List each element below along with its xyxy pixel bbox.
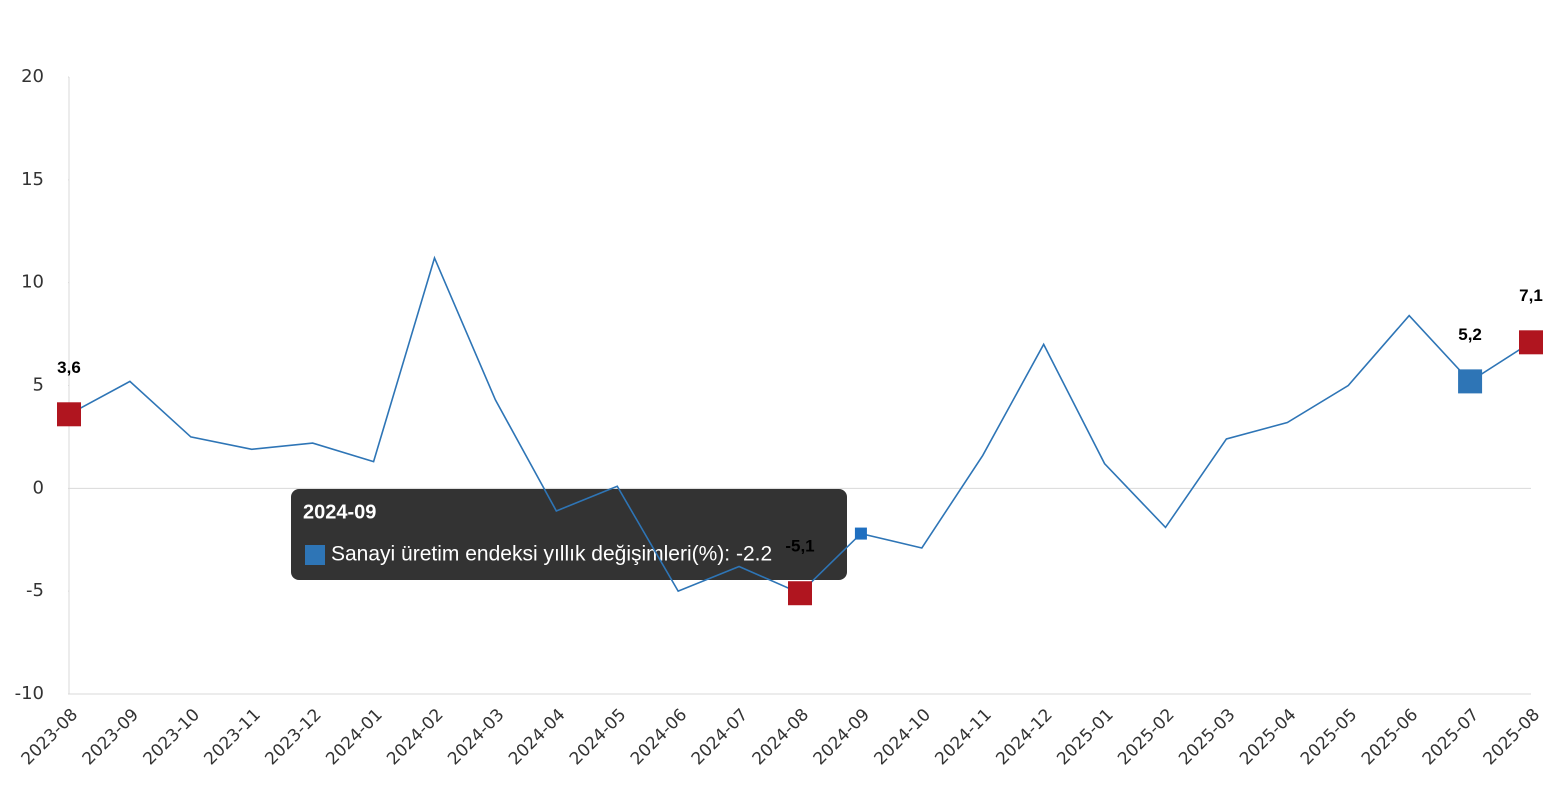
x-tick-label: 2023-10 — [140, 705, 204, 769]
tooltip-text: Sanayi üretim endeksi yıllık değişimleri… — [331, 543, 772, 566]
x-tick-label: 2025-03 — [1175, 705, 1239, 769]
x-tick-label: 2024-11 — [931, 705, 995, 769]
x-tick-label: 2024-09 — [810, 705, 874, 769]
x-tick-label: 2023-12 — [261, 705, 325, 769]
data-label: 3,6 — [57, 358, 81, 377]
x-tick-label: 2023-11 — [200, 705, 264, 769]
x-tick-label: 2024-06 — [627, 705, 691, 769]
highlight-marker — [1458, 369, 1483, 394]
highlight-marker — [57, 402, 81, 427]
tooltip-box — [291, 489, 847, 580]
y-tick-label: 15 — [21, 169, 44, 190]
tooltip-swatch — [305, 545, 325, 565]
x-tick-label: 2023-08 — [18, 705, 82, 769]
y-tick-label: 5 — [33, 375, 44, 396]
y-tick-label: 20 — [21, 66, 44, 87]
data-label: 7,1 — [1519, 286, 1543, 305]
x-tick-label: 2025-04 — [1236, 705, 1300, 769]
x-tick-label: 2025-06 — [1358, 705, 1422, 769]
x-tick-label: 2024-12 — [992, 705, 1056, 769]
x-tick-label: 2024-10 — [871, 705, 935, 769]
x-tick-label: 2025-01 — [1053, 705, 1117, 769]
data-label: -5,1 — [785, 537, 814, 556]
highlight-marker — [788, 581, 812, 606]
x-tick-label: 2024-03 — [444, 705, 508, 769]
y-tick-label: -10 — [15, 683, 44, 704]
y-tick-label: 10 — [21, 272, 44, 293]
y-tick-label: -5 — [26, 580, 44, 601]
y-tick-label: 0 — [33, 477, 44, 498]
x-tick-label: 2024-04 — [505, 705, 569, 769]
x-tick-label: 2024-01 — [322, 705, 386, 769]
tooltip-title: 2024-09 — [303, 501, 376, 523]
highlight-marker — [1519, 330, 1543, 355]
x-tick-label: 2025-02 — [1114, 705, 1178, 769]
x-tick-label: 2023-09 — [79, 705, 143, 769]
x-tick-label: 2024-08 — [749, 705, 813, 769]
x-tick-label: 2025-05 — [1297, 705, 1361, 769]
hover-marker — [854, 527, 867, 540]
x-tick-label: 2025-08 — [1480, 705, 1544, 769]
data-label: 5,2 — [1458, 325, 1482, 344]
x-tick-label: 2024-02 — [383, 705, 447, 769]
x-tick-label: 2024-07 — [688, 705, 752, 769]
x-tick-label: 2024-05 — [566, 705, 630, 769]
x-tick-label: 2025-07 — [1419, 705, 1483, 769]
